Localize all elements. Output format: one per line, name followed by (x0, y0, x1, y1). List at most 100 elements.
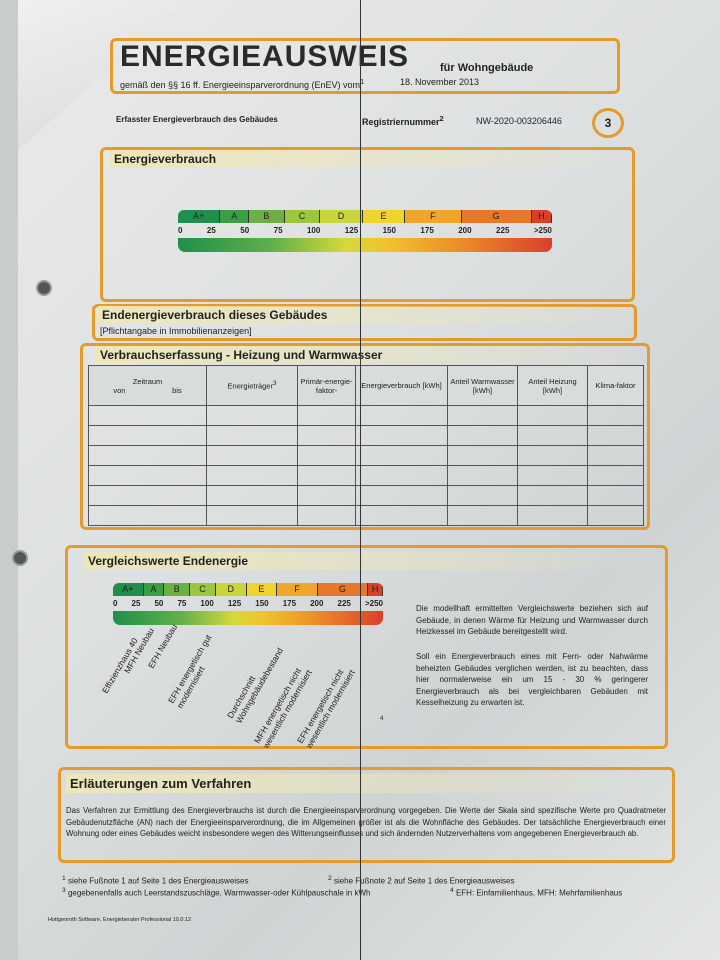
registration-label: Registriernummer2 (362, 114, 444, 127)
table-cell (447, 505, 518, 526)
fold-line (360, 0, 361, 960)
class-B: B (164, 583, 191, 596)
table-row (88, 445, 644, 466)
table-cell (88, 505, 207, 526)
table-cell (206, 445, 298, 466)
consumption-table: Zeitraum von bis Energieträger3 Primär-ene… (88, 365, 644, 526)
table-cell (447, 465, 518, 486)
footnote-mark: 4 (380, 716, 384, 722)
reg-label-text: Registriernummer (362, 117, 440, 127)
table-cell (297, 465, 356, 486)
class-A: A (143, 583, 165, 596)
tick-label: 100 (200, 599, 214, 608)
table-cell (206, 485, 298, 506)
table-cell (517, 445, 588, 466)
section-title: Vergleichswerte Endenergie (84, 552, 654, 570)
comparison-scale: A+ A B C D E F G H 0 25 50 75 100 125 150 175 200 225 >250 (113, 583, 383, 625)
table-cell (447, 405, 518, 426)
table-cell (206, 465, 298, 486)
table-cell (88, 405, 207, 426)
efficiency-classes: A+ A B C D E F G H (178, 210, 552, 223)
table-cell (587, 465, 644, 486)
table-cell (297, 505, 356, 526)
tick-label: 50 (154, 599, 164, 608)
tick-label: 125 (227, 599, 242, 608)
tick-label: 225 (337, 599, 351, 608)
tick-label: >250 (533, 226, 552, 235)
tick-label: 0 (178, 226, 183, 235)
scale-ticks: 0 25 50 75 100 125 150 175 200 225 >250 (113, 596, 383, 611)
table-cell (88, 465, 207, 486)
registration-number: NW-2020-003206446 (472, 115, 566, 127)
tick-label: 200 (310, 599, 324, 608)
consumption-record-box (80, 343, 650, 530)
scale-gradient-bar (113, 611, 383, 625)
section-label: Erfasster Energieverbrauch des Gebäudes (116, 115, 278, 124)
comparison-text-2: Soll ein Energieverbrauch eines mit Fern… (416, 652, 648, 707)
footnote-1: 1 siehe Fußnote 1 auf Seite 1 des Energi… (62, 875, 249, 886)
col-energietraeger: Energieträger3 (206, 365, 298, 406)
tick-label: >250 (364, 599, 383, 608)
table-row (88, 485, 644, 506)
tick-label: 75 (273, 226, 283, 235)
scale-ticks: 0 25 50 75 100 125 150 175 200 225 >250 (178, 223, 552, 238)
class-A+: A+ (178, 210, 221, 223)
class-H: H (531, 210, 552, 223)
tick-label: 150 (255, 599, 269, 608)
class-D: D (320, 210, 363, 223)
table-cell (206, 425, 298, 446)
page-number: 3 (592, 108, 624, 138)
table-cell (88, 445, 207, 466)
document-subtitle: für Wohngebäude (440, 62, 534, 74)
tick-label: 25 (131, 599, 141, 608)
tick-label: 225 (496, 226, 510, 235)
efficiency-classes: A+ A B C D E F G H (113, 583, 383, 596)
col-klimafaktor: Klima-faktor (587, 365, 644, 406)
explanation-text: Das Verfahren zur Ermittlung des Energie… (66, 806, 666, 838)
table-cell (206, 405, 298, 426)
class-E: E (246, 583, 278, 596)
footnote-3: 3 gegebenenfalls auch Leerstandszuschläg… (62, 887, 371, 898)
class-A: A (220, 210, 250, 223)
table-cell (587, 505, 644, 526)
class-B: B (249, 210, 285, 223)
header-box (110, 38, 620, 94)
col-anteil-warmwasser: Anteil Warmwasser [kWh] (447, 365, 518, 406)
tick-label: 175 (282, 599, 297, 608)
table-cell (355, 445, 448, 466)
table-cell (517, 485, 588, 506)
class-C: C (190, 583, 216, 596)
footnote-4: 4 EFH: Einfamilienhaus, MFH: Mehrfamilie… (450, 887, 623, 898)
footnote-2: 2 siehe Fußnote 2 auf Seite 1 des Energi… (328, 875, 515, 886)
explanation-box (58, 767, 675, 863)
energy-scale: A+ A B C D E F G H 0 25 50 75 100 125 150 175 200 225 >250 (178, 210, 552, 252)
table-cell (88, 425, 207, 446)
table-cell (297, 405, 356, 426)
tick-label: 25 (206, 226, 216, 235)
class-F: F (405, 210, 462, 223)
class-A+: A+ (113, 583, 144, 596)
table-cell (517, 405, 588, 426)
table-cell (587, 485, 644, 506)
tick-label: 100 (306, 226, 321, 235)
class-G: G (461, 210, 532, 223)
class-G: G (317, 583, 369, 596)
table-cell (297, 445, 356, 466)
tick-label: 150 (382, 226, 396, 235)
table-cell (297, 425, 356, 446)
tick-label: 125 (344, 226, 359, 235)
col-primaerenergiefaktor: Primär-energie-faktor- (297, 365, 356, 406)
table-cell (297, 485, 356, 506)
section-title: Verbrauchserfassung - Heizung und Warmwa… (96, 346, 636, 364)
table-cell (355, 485, 448, 506)
footnote-mark: 1 (359, 77, 365, 86)
section-title: Endenergieverbrauch dieses Gebäudes (98, 306, 628, 324)
class-E: E (362, 210, 406, 223)
table-row (88, 425, 644, 446)
table-cell (587, 405, 644, 426)
punch-hole (12, 550, 28, 566)
document-title: ENERGIEAUSWEIS (120, 40, 410, 73)
class-F: F (277, 583, 318, 596)
tick-label: 175 (420, 226, 434, 235)
enev-date: 18. November 2013 (400, 77, 480, 87)
